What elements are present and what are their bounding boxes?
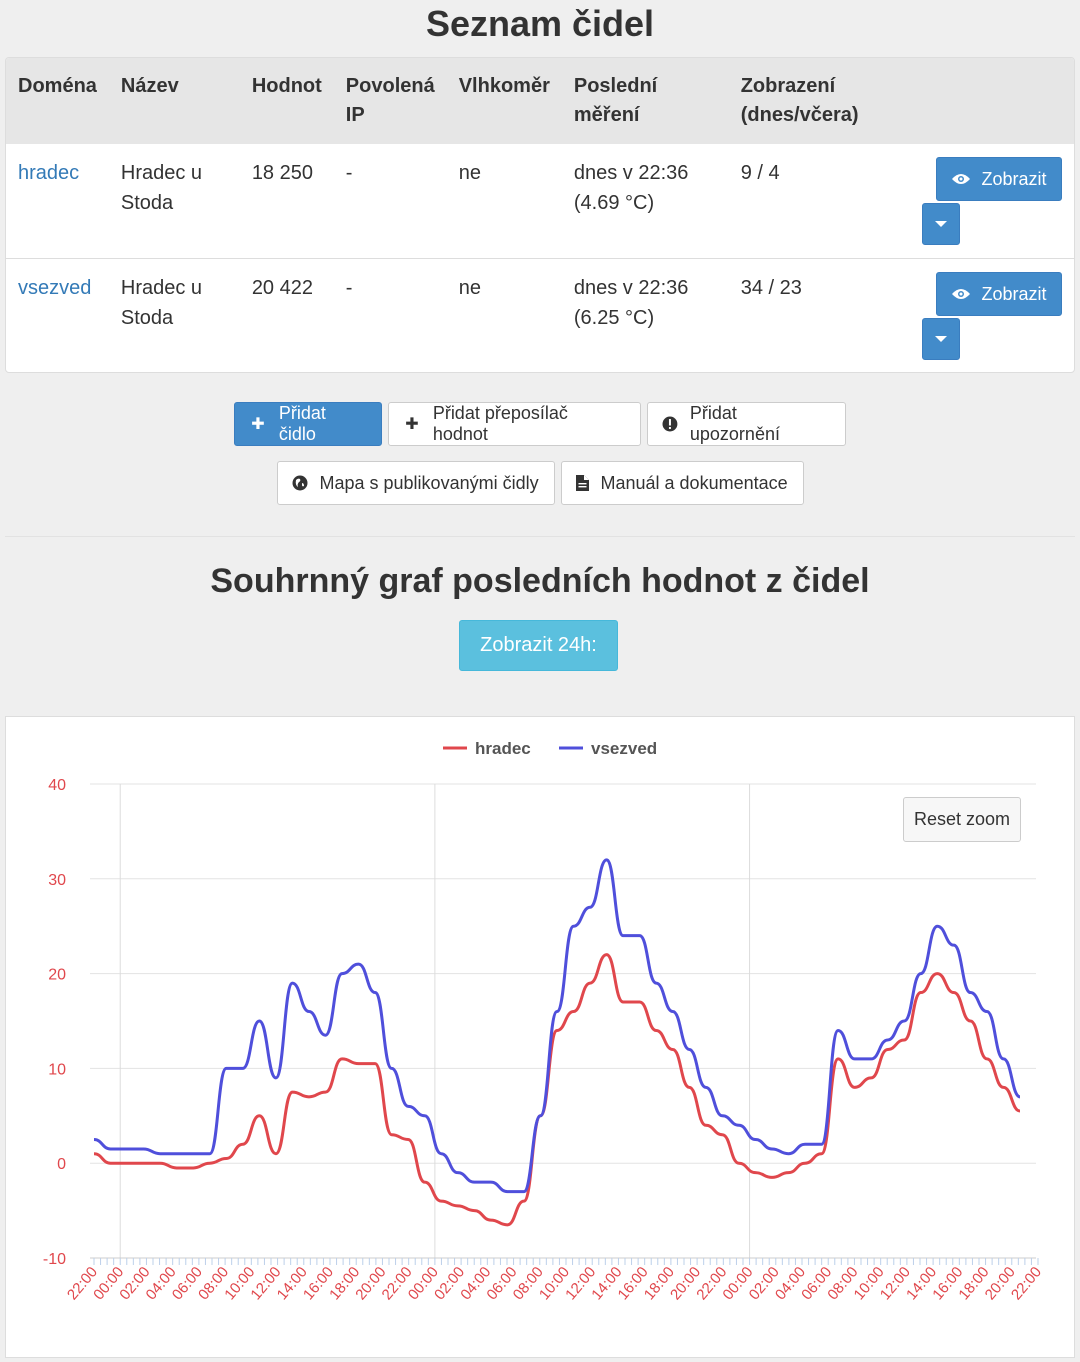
reset-zoom-button[interactable]: Reset zoom xyxy=(903,797,1021,842)
col-allowed-ip[interactable]: Povolená IP xyxy=(345,75,435,126)
file-icon xyxy=(575,475,589,491)
add-alert-button[interactable]: Přidat upozornění xyxy=(647,402,846,446)
add-forwarder-label: Přidat přeposílač hodnot xyxy=(432,403,568,444)
table-header-row: Doména Název Hodnot Povolená IP Vlhkoměr… xyxy=(6,58,1074,144)
view-button-label: Zobrazit xyxy=(981,284,1047,304)
globe-icon xyxy=(292,475,307,491)
last-measure-time: dnes v 22:36 xyxy=(573,162,689,184)
sensor-views: 9 / 4 xyxy=(740,162,780,184)
last-measure-time: dnes v 22:36 xyxy=(573,277,689,299)
sensor-allowed-ip: - xyxy=(345,162,353,184)
add-sensor-button[interactable]: ✚ Přidat čidlo xyxy=(234,402,382,446)
sensor-last-measure: dnes v 22:36 (6.25 °C) xyxy=(562,259,729,373)
sensor-humidity: ne xyxy=(458,162,481,184)
view-button[interactable]: Zobrazit xyxy=(936,272,1062,316)
caret-down-icon xyxy=(935,336,947,342)
sensor-value-count: 18 250 xyxy=(251,162,313,184)
map-label: Mapa s publikovanými čidly xyxy=(319,472,539,493)
col-last-measure[interactable]: Poslední měření xyxy=(573,75,658,126)
plus-icon: ✚ xyxy=(405,416,419,433)
row-menu-button[interactable] xyxy=(922,203,960,245)
sensor-name: Hradec u Stoda xyxy=(120,162,203,214)
y-tick-label: 40 xyxy=(48,777,66,794)
sensor-value-count: 20 422 xyxy=(251,277,313,299)
sensor-allowed-ip: - xyxy=(345,277,353,299)
y-tick-label: 0 xyxy=(57,1156,66,1173)
action-row-1: ✚ Přidat čidlo ✚ Přidat přeposílač hodno… xyxy=(0,402,1080,446)
plus-icon: ✚ xyxy=(251,416,265,433)
table-row: hradec Hradec u Stoda 18 250 - ne dnes v… xyxy=(6,144,1074,259)
series-line-hradec xyxy=(93,953,1021,1227)
col-humidity[interactable]: Vlhkoměr xyxy=(458,75,550,97)
eye-icon xyxy=(952,289,971,299)
add-sensor-label: Přidat čidlo xyxy=(278,403,326,444)
y-tick-label: 10 xyxy=(48,1061,66,1078)
view-button[interactable]: Zobrazit xyxy=(936,157,1062,201)
table-row: vsezved Hradec u Stoda 20 422 - ne dnes … xyxy=(6,258,1074,373)
domain-link[interactable]: hradec xyxy=(18,162,80,184)
sensor-table-panel: Doména Název Hodnot Povolená IP Vlhkoměr… xyxy=(5,57,1075,373)
summary-chart[interactable]: 403020100-1022:0000:0002:0004:0006:0008:… xyxy=(6,717,1074,1357)
row-actions: Zobrazit xyxy=(910,144,1074,259)
show-24h-button[interactable]: Zobrazit 24h: xyxy=(459,620,618,671)
domain-link[interactable]: vsezved xyxy=(18,277,92,299)
sensor-views: 34 / 23 xyxy=(740,277,802,299)
action-row-2: Mapa s publikovanými čidly Manuál a doku… xyxy=(0,461,1080,505)
col-views[interactable]: Zobrazení (dnes/včera) xyxy=(740,75,859,126)
col-name[interactable]: Název xyxy=(120,75,179,97)
col-domain[interactable]: Doména xyxy=(18,75,97,97)
page-title: Seznam čidel xyxy=(425,3,655,44)
chart-panel: 40 30 20 10 0 -10 22:00 00:00 02:00 04:00 06:00 08:… xyxy=(5,716,1075,1358)
col-actions xyxy=(910,58,1074,144)
summary-title: Souhrnný graf posledních hodnot z čidel xyxy=(210,562,870,600)
view-button-label: Zobrazit xyxy=(981,169,1047,189)
sensor-humidity: ne xyxy=(458,277,481,299)
add-forwarder-button[interactable]: ✚ Přidat přeposílač hodnot xyxy=(388,402,641,446)
legend-label: hradec xyxy=(475,739,531,758)
caret-down-icon xyxy=(935,221,947,227)
legend-label: vsezved xyxy=(591,739,657,758)
row-actions: Zobrazit xyxy=(910,259,1074,373)
map-button[interactable]: Mapa s publikovanými čidly xyxy=(276,461,555,505)
col-value[interactable]: Hodnot xyxy=(251,75,322,97)
sensor-last-measure: dnes v 22:36 (4.69 °C) xyxy=(562,144,729,259)
manual-label: Manuál a dokumentace xyxy=(600,472,788,493)
sensor-name: Hradec u Stoda xyxy=(120,277,203,329)
add-alert-label: Přidat upozornění xyxy=(689,403,780,444)
last-measure-temp: (4.69 °C) xyxy=(573,192,655,214)
row-menu-button[interactable] xyxy=(922,318,960,360)
y-tick-label: -10 xyxy=(43,1251,66,1268)
y-tick-label: 20 xyxy=(48,967,66,984)
series-line-vsezved xyxy=(93,858,1021,1194)
last-measure-temp: (6.25 °C) xyxy=(573,307,655,329)
y-tick-label: 30 xyxy=(48,872,66,889)
exclamation-circle-icon xyxy=(662,416,678,432)
section-divider xyxy=(5,536,1075,537)
eye-icon xyxy=(952,174,971,184)
sensor-table: Doména Název Hodnot Povolená IP Vlhkoměr… xyxy=(6,58,1074,373)
manual-button[interactable]: Manuál a dokumentace xyxy=(560,461,804,505)
x-tick-label: 22:00 xyxy=(1008,1264,1045,1304)
